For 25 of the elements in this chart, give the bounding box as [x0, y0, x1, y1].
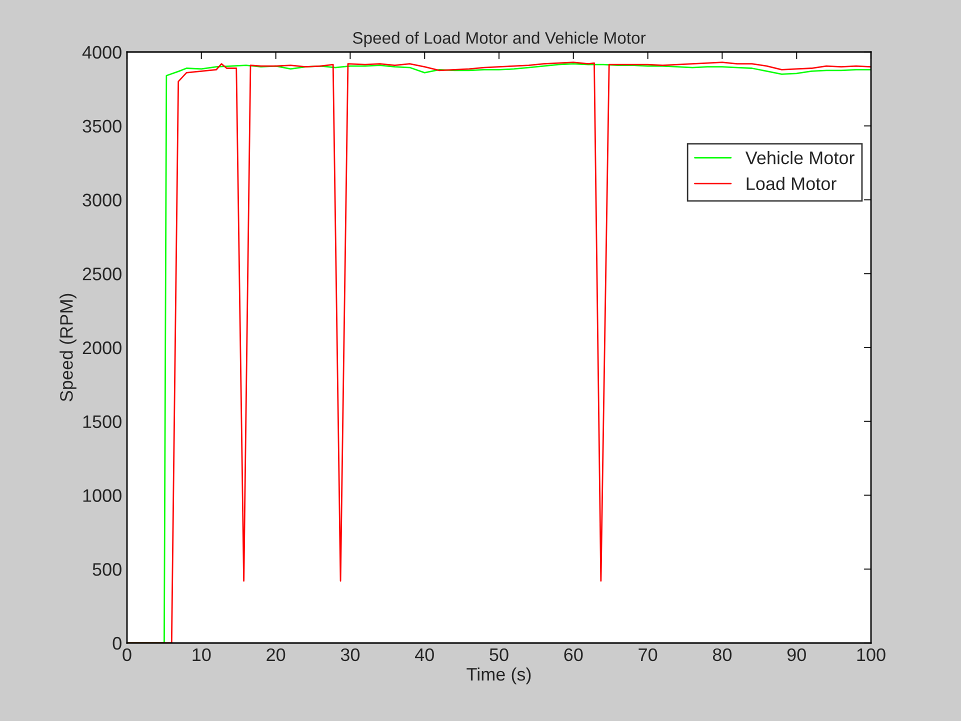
x-tick-label: 0: [122, 648, 132, 662]
y-tick-label: 1000: [83, 489, 122, 502]
y-tick-label: 2500: [82, 268, 122, 280]
x-tick-label: 50: [490, 648, 508, 662]
legend-label: Vehicle Motor: [745, 150, 854, 164]
chart-title: Speed of Load Motor and Vehicle Motor: [352, 32, 646, 48]
x-tick-label: 30: [340, 648, 360, 662]
x-axis-title: Time (s): [466, 667, 531, 684]
y-tick-label: 500: [92, 563, 122, 576]
x-tick-label: 100: [857, 648, 886, 662]
x-tick-label: 60: [564, 648, 583, 662]
y-tick-label: 3500: [82, 120, 122, 133]
y-tick-label: 2000: [82, 341, 122, 354]
x-tick-label: 80: [712, 648, 732, 662]
y-tick-label: 0: [112, 636, 122, 650]
y-tick-label: 3000: [82, 194, 122, 206]
x-tick-label: 70: [638, 648, 658, 662]
y-axis-title: Speed (RPM): [60, 294, 76, 402]
x-tick-label: 10: [192, 648, 211, 662]
x-tick-label: 20: [266, 648, 286, 662]
x-tick-label: 90: [787, 648, 806, 662]
x-tick-label: 40: [414, 648, 434, 662]
y-tick-label: 1500: [83, 415, 122, 428]
y-tick-label: 4000: [82, 46, 122, 59]
legend-label: Load Motor: [746, 176, 836, 190]
